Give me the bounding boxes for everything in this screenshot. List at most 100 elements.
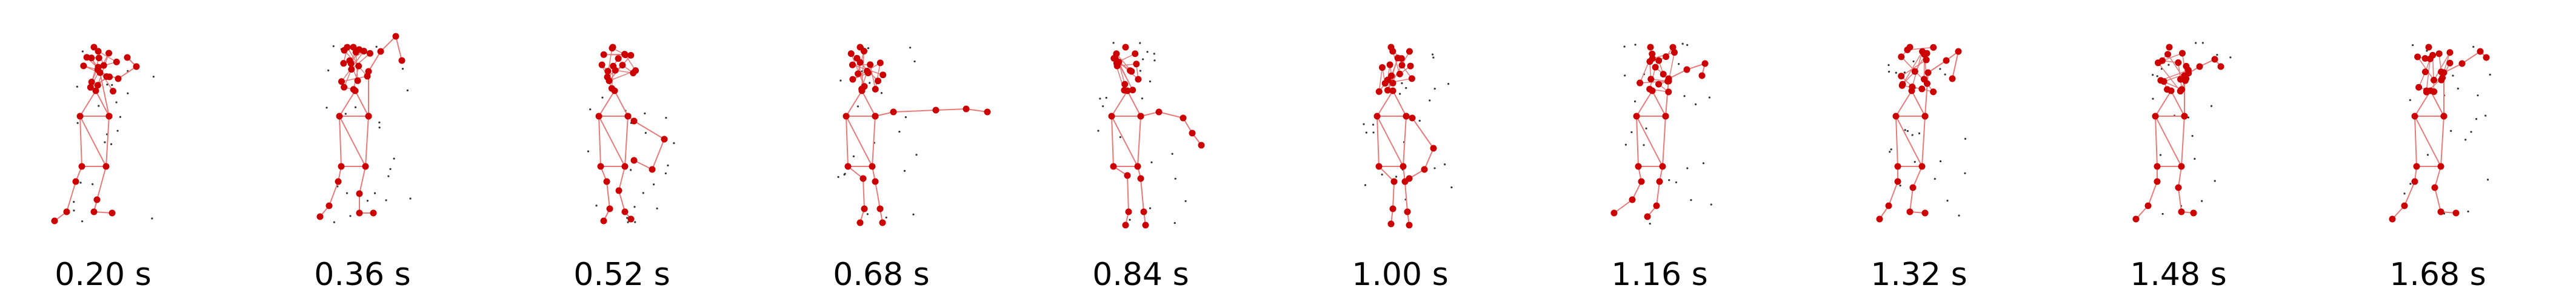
bone-segment bbox=[2415, 116, 2417, 166]
joint-marker bbox=[1384, 87, 1391, 94]
joint-marker bbox=[2218, 64, 2224, 70]
bone-segment bbox=[599, 91, 615, 116]
joint-marker bbox=[1638, 179, 1645, 185]
bone-segment bbox=[97, 166, 106, 200]
joint-marker bbox=[1409, 115, 1416, 122]
point-marker bbox=[1372, 131, 1374, 133]
bone-segment bbox=[1913, 166, 1922, 188]
bone-segment bbox=[1393, 182, 1394, 209]
point-marker bbox=[912, 214, 914, 215]
joint-marker bbox=[875, 77, 881, 84]
point-marker bbox=[1450, 186, 1452, 188]
joint-marker bbox=[109, 210, 116, 217]
joint-marker bbox=[1924, 80, 1930, 87]
joint-marker bbox=[1925, 70, 1932, 76]
point-marker bbox=[2409, 99, 2411, 101]
joint-marker bbox=[356, 191, 363, 197]
joint-marker bbox=[1949, 76, 1956, 82]
pose-figure-10 bbox=[2389, 44, 2491, 223]
joint-marker bbox=[1421, 166, 1428, 173]
joint-marker bbox=[853, 55, 860, 62]
bone-segment bbox=[893, 110, 936, 112]
joint-marker bbox=[95, 82, 101, 88]
point-marker bbox=[1918, 133, 1920, 134]
bone-segment bbox=[1377, 116, 1403, 166]
point-marker bbox=[1099, 97, 1101, 99]
joint-marker bbox=[860, 175, 867, 182]
point-marker bbox=[346, 192, 348, 194]
joint-marker bbox=[2438, 77, 2444, 84]
joint-marker bbox=[365, 113, 372, 120]
bone-segment bbox=[1412, 118, 1433, 148]
point-marker bbox=[634, 221, 636, 223]
joint-marker bbox=[1403, 113, 1410, 120]
joint-marker bbox=[2178, 209, 2185, 215]
point-marker bbox=[2452, 74, 2454, 76]
joint-marker bbox=[2446, 60, 2453, 67]
frame-label-7: 1.16 s bbox=[1581, 259, 1738, 290]
joint-marker bbox=[1660, 163, 1666, 170]
joint-marker bbox=[367, 50, 373, 57]
bone-segment bbox=[1889, 182, 1898, 206]
joint-marker bbox=[95, 64, 102, 70]
point-marker bbox=[667, 165, 669, 166]
point-marker bbox=[1372, 123, 1374, 125]
point-marker bbox=[665, 172, 667, 174]
joint-marker bbox=[1665, 88, 1672, 95]
joint-marker bbox=[2426, 44, 2432, 51]
point-marker bbox=[1429, 99, 1430, 101]
joint-marker bbox=[2175, 59, 2181, 66]
point-marker bbox=[1890, 148, 1892, 150]
point-marker bbox=[630, 169, 632, 171]
point-marker bbox=[1686, 167, 1688, 169]
bone-segment bbox=[625, 116, 628, 166]
joint-marker bbox=[933, 107, 939, 114]
point-marker bbox=[1174, 222, 1176, 224]
point-marker bbox=[77, 122, 79, 124]
joint-marker bbox=[378, 48, 384, 55]
point-marker bbox=[379, 126, 381, 128]
bone-segment bbox=[1663, 116, 1666, 166]
joint-marker bbox=[326, 203, 333, 209]
joint-marker bbox=[2412, 179, 2418, 185]
point-marker bbox=[1668, 179, 1670, 181]
joint-marker bbox=[2422, 68, 2429, 75]
bone-segment bbox=[619, 166, 625, 191]
point-marker bbox=[1678, 63, 1680, 65]
joint-marker bbox=[1129, 87, 1136, 93]
joint-marker bbox=[1400, 163, 1407, 170]
point-marker bbox=[857, 105, 859, 107]
point-marker bbox=[402, 68, 404, 70]
point-marker bbox=[633, 206, 635, 208]
point-marker bbox=[1432, 53, 1433, 55]
bone-segment bbox=[599, 116, 625, 166]
joint-marker bbox=[1404, 209, 1411, 215]
bone-segment bbox=[396, 36, 402, 61]
joint-marker bbox=[616, 188, 622, 194]
point-marker bbox=[2403, 192, 2405, 194]
point-marker bbox=[913, 61, 915, 62]
joint-marker bbox=[2212, 56, 2218, 63]
joint-marker bbox=[1132, 50, 1138, 57]
bone-segment bbox=[1637, 116, 1638, 166]
bone-segment bbox=[1138, 116, 1141, 166]
bone-segment bbox=[365, 116, 369, 166]
point-marker bbox=[1447, 83, 1449, 85]
joint-marker bbox=[1126, 209, 1132, 215]
point-marker bbox=[2167, 64, 2169, 65]
joint-marker bbox=[1655, 81, 1662, 88]
joint-marker bbox=[336, 113, 343, 120]
joint-marker bbox=[2436, 50, 2443, 57]
bone-segment bbox=[2155, 91, 2171, 116]
joint-marker bbox=[1955, 48, 1962, 55]
joint-marker bbox=[1406, 48, 1413, 55]
joint-marker bbox=[1895, 163, 1901, 170]
joint-marker bbox=[1141, 209, 1147, 215]
point-marker bbox=[665, 117, 667, 119]
point-marker bbox=[2487, 179, 2489, 180]
joint-marker bbox=[627, 52, 634, 59]
joint-marker bbox=[1379, 64, 1386, 71]
joint-marker bbox=[1644, 214, 1651, 220]
point-marker bbox=[898, 131, 900, 133]
joint-marker bbox=[879, 220, 886, 226]
